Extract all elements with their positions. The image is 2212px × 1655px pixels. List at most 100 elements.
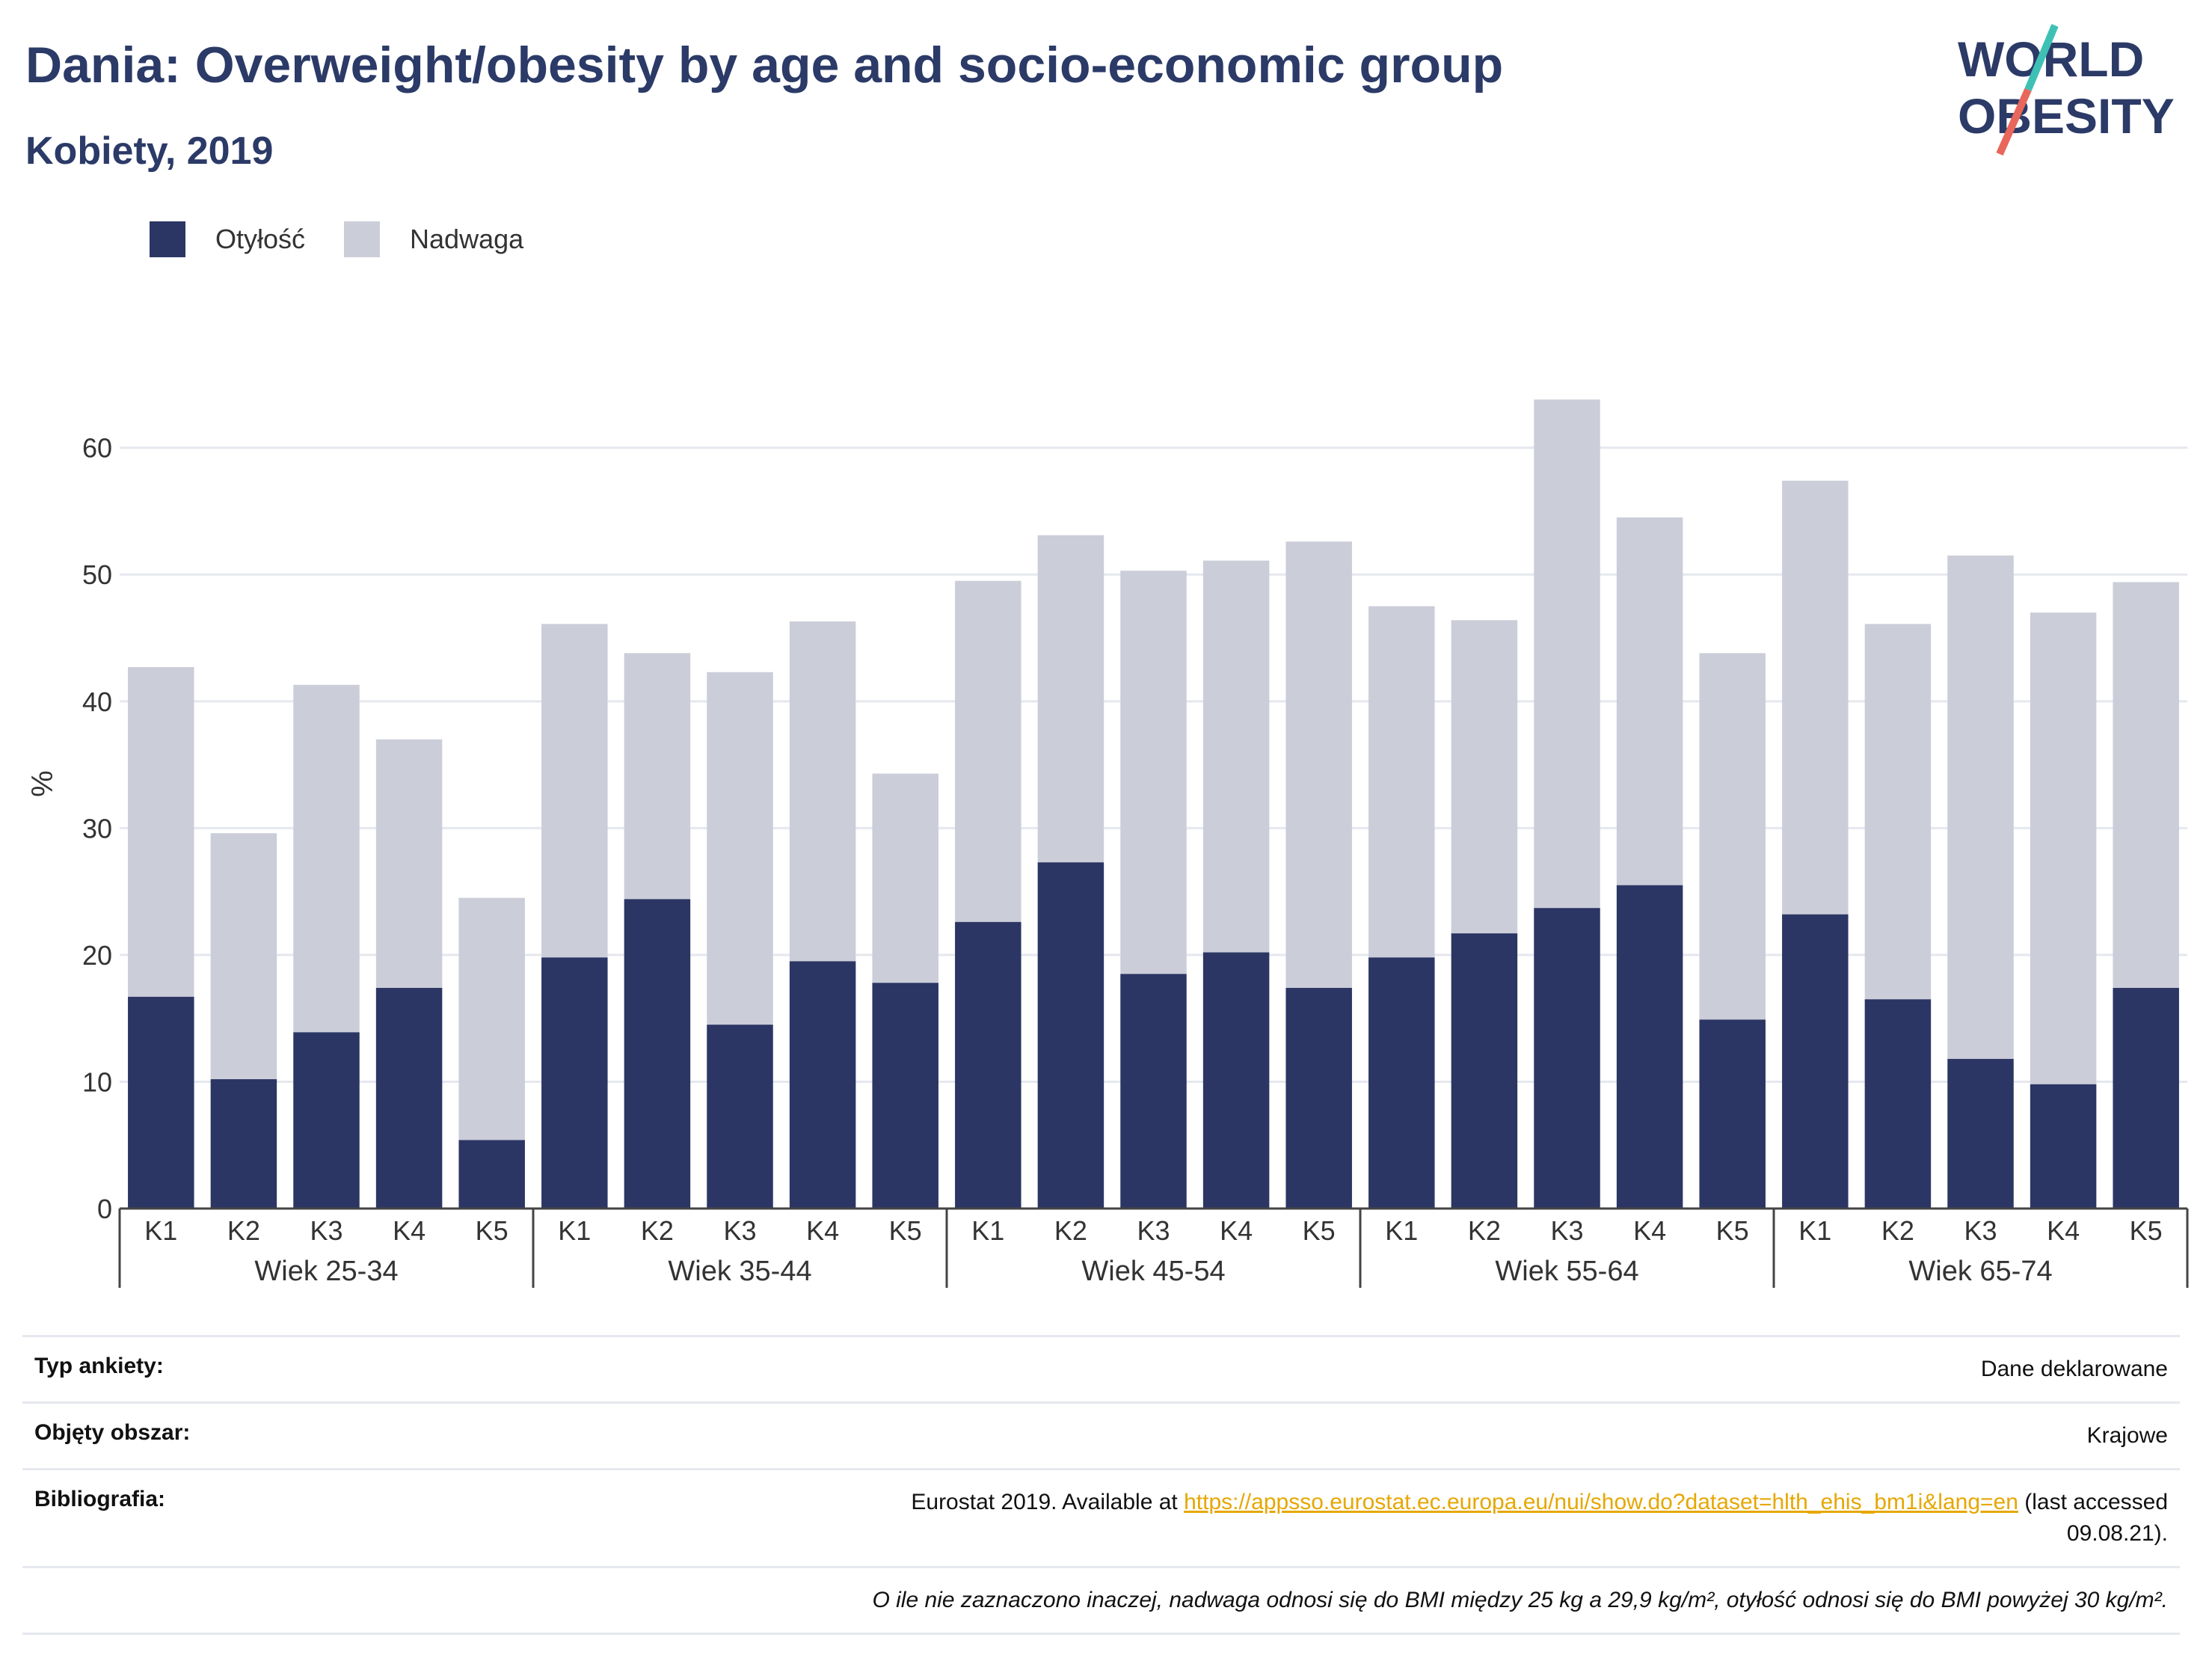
legend-swatch-otylosc — [150, 221, 185, 257]
x-tick-label: K1 — [971, 1215, 1004, 1246]
bar-otylosc — [375, 987, 443, 1209]
bar-otylosc — [1368, 957, 1435, 1209]
info-row-survey-type: Typ ankiety: Dane deklarowane — [22, 1335, 2180, 1401]
group-label: Wiek 35-44 — [668, 1256, 811, 1287]
logo-slash-top — [2024, 24, 2059, 91]
bar-otylosc — [1037, 862, 1105, 1209]
y-tick-label: 30 — [82, 813, 112, 844]
bar-nadwaga — [458, 897, 525, 1140]
legend-item-otylosc[interactable]: Otyłość — [150, 221, 305, 257]
group-label: Wiek 65-74 — [1908, 1256, 2052, 1287]
bar-nadwaga — [1451, 620, 1518, 934]
bar-otylosc — [1864, 999, 1932, 1209]
bar-nadwaga — [1616, 517, 1683, 885]
x-tick-label: K1 — [558, 1215, 591, 1246]
survey-type-label: Typ ankiety: — [34, 1354, 164, 1378]
bibliography-prefix: Eurostat 2019. Available at — [911, 1490, 1178, 1514]
bar-nadwaga — [624, 653, 691, 900]
chart-title: Dania: Overweight/obesity by age and soc… — [25, 37, 1504, 93]
y-tick-label: 50 — [82, 559, 112, 590]
legend-label-nadwaga: Nadwaga — [410, 224, 524, 254]
bar-nadwaga — [1285, 541, 1352, 988]
stacked-bar-chart: 0 10 20 30 40 50 60% K1 K2 K3 K4 K5 Wiek 25-34 K1 K2 K3… — [26, 399, 2189, 1288]
y-tick-label: 40 — [82, 687, 112, 717]
bar-otylosc — [128, 996, 194, 1209]
bibliography-suffix-2: 09.08.21). — [2066, 1521, 2168, 1546]
x-tick-label: K5 — [476, 1215, 509, 1246]
chart-subtitle: Kobiety, 2019 — [25, 129, 274, 173]
bar-otylosc — [789, 961, 856, 1209]
bar-nadwaga — [2113, 582, 2179, 988]
bar-nadwaga — [1947, 555, 2014, 1059]
bar-otylosc — [293, 1032, 360, 1209]
x-tick-label: K3 — [723, 1215, 756, 1246]
bar-nadwaga — [1782, 480, 1849, 915]
group-label: Wiek 45-54 — [1081, 1256, 1225, 1287]
legend-swatch-nadwaga — [344, 221, 381, 257]
x-tick-label: K1 — [144, 1215, 177, 1246]
x-tick-label: K3 — [1964, 1215, 1997, 1246]
bibliography-suffix-1: (last accessed — [2024, 1490, 2168, 1514]
x-tick-label: K5 — [1303, 1215, 1336, 1246]
bar-otylosc — [2030, 1084, 2097, 1209]
x-tick-label: K3 — [1550, 1215, 1583, 1246]
bar-otylosc — [210, 1079, 277, 1209]
bar-nadwaga — [293, 684, 360, 1033]
x-tick-label: K4 — [1633, 1215, 1666, 1246]
bar-nadwaga — [707, 672, 773, 1025]
info-bottom-border — [22, 1633, 2180, 1635]
y-tick-label: 10 — [82, 1066, 112, 1097]
bar-otylosc — [1534, 908, 1600, 1209]
bibliography-value: Eurostat 2019. Available at https://apps… — [911, 1487, 2168, 1550]
bar-otylosc — [541, 957, 608, 1209]
x-tick-label: K3 — [1137, 1215, 1170, 1246]
bar-otylosc — [1120, 974, 1187, 1209]
bar-nadwaga — [375, 739, 443, 988]
chart-legend: Otyłość Nadwaga — [150, 221, 562, 257]
bar-nadwaga — [541, 624, 608, 958]
bar-otylosc — [955, 921, 1021, 1209]
bar-otylosc — [1947, 1058, 2014, 1209]
coverage-label: Objęty obszar: — [34, 1420, 191, 1445]
bar-otylosc — [1451, 933, 1518, 1209]
bar-nadwaga — [2030, 612, 2097, 1084]
bar-nadwaga — [955, 580, 1021, 922]
bar-nadwaga — [210, 833, 277, 1080]
bar-otylosc — [707, 1025, 773, 1209]
x-tick-label: K4 — [806, 1215, 839, 1246]
bar-otylosc — [458, 1140, 525, 1209]
bar-otylosc — [2113, 987, 2179, 1209]
world-obesity-logo: WORLD OBESITY — [1958, 24, 2175, 156]
bar-nadwaga — [128, 667, 194, 997]
bar-otylosc — [1782, 914, 1849, 1209]
bar-otylosc — [1616, 885, 1683, 1209]
y-tick-label: 0 — [97, 1194, 112, 1224]
bar-nadwaga — [1699, 653, 1766, 1020]
group-label: Wiek 25-34 — [254, 1256, 398, 1287]
x-tick-label: K2 — [1054, 1215, 1087, 1246]
x-tick-label: K4 — [393, 1215, 425, 1246]
info-row-note: O ile nie zaznaczono inaczej, nadwaga od… — [22, 1566, 2180, 1633]
logo-line2: OBESITY — [1958, 88, 2175, 144]
y-tick-label: 60 — [82, 433, 112, 464]
x-tick-label: K4 — [2047, 1215, 2080, 1246]
bar-otylosc — [872, 983, 938, 1209]
x-tick-label: K5 — [2130, 1215, 2163, 1246]
info-row-coverage: Objęty obszar: Krajowe — [22, 1401, 2180, 1468]
y-tick-label: 20 — [82, 940, 112, 971]
legend-item-nadwaga[interactable]: Nadwaga — [344, 221, 523, 257]
x-tick-label: K5 — [1716, 1215, 1749, 1246]
bar-nadwaga — [1864, 624, 1932, 1000]
info-row-bibliography: Bibliografia: Eurostat 2019. Available a… — [22, 1468, 2180, 1566]
y-axis-label: % — [26, 770, 59, 797]
bibliography-link[interactable]: https://appsso.eurostat.ec.europa.eu/nui… — [1184, 1490, 2018, 1514]
x-tick-label: K1 — [1385, 1215, 1418, 1246]
bar-nadwaga — [1534, 399, 1600, 909]
bar-nadwaga — [789, 621, 856, 962]
x-tick-label: K5 — [889, 1215, 922, 1246]
bar-nadwaga — [1368, 606, 1435, 958]
x-tick-label: K2 — [1881, 1215, 1914, 1246]
x-tick-label: K1 — [1798, 1215, 1831, 1246]
bar-nadwaga — [1120, 571, 1187, 974]
logo-slash-bottom — [1996, 87, 2032, 156]
